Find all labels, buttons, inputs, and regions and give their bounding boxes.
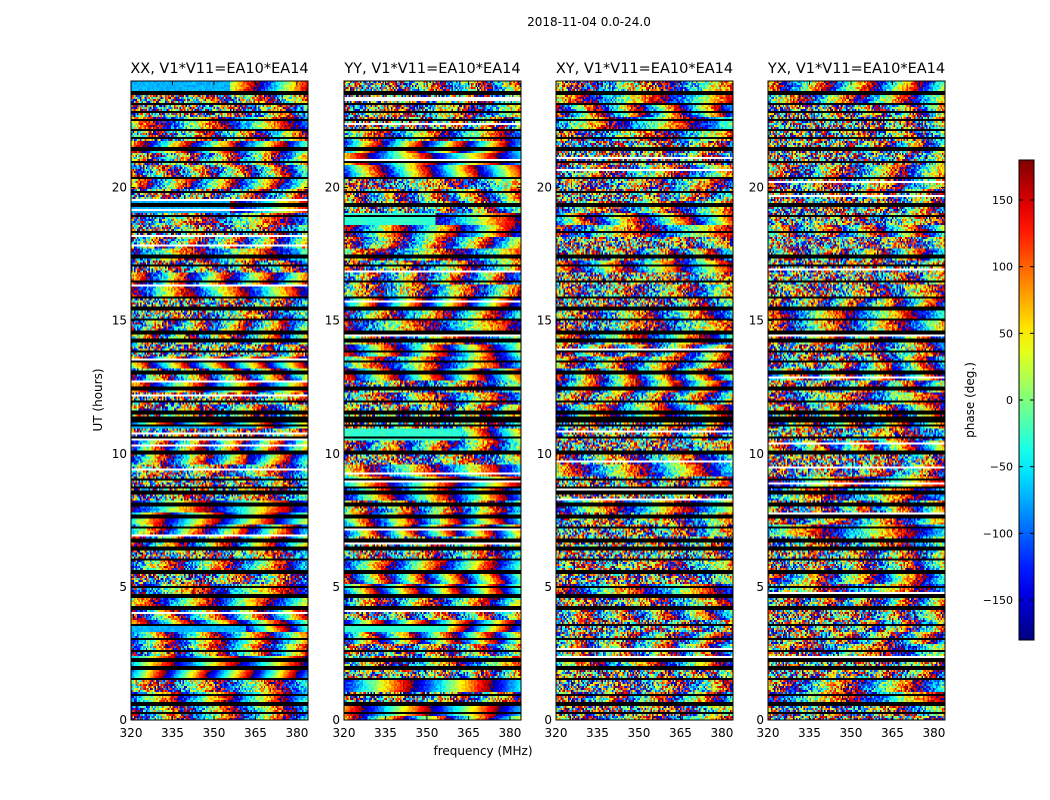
y-tick-label: 0	[332, 713, 340, 727]
colorbar-tick-label: 100	[992, 261, 1013, 274]
x-tick-label: 350	[416, 726, 439, 740]
y-tick-label: 20	[325, 181, 340, 195]
y-tick-label: 10	[537, 447, 552, 461]
panel-yx: YX, V1*V11=EA10*EA14 320 335 350 365 380 0 5 10 1…	[749, 61, 946, 740]
y-tick-label: 5	[119, 580, 127, 594]
panel-xy: XY, V1*V11=EA10*EA14 320 335 350 365 380 0 5 10 1…	[537, 61, 734, 740]
x-axis-label: frequency (MHz)	[433, 744, 532, 758]
y-tick-label: 5	[544, 580, 552, 594]
colorbar-tick-label: 50	[999, 327, 1013, 340]
x-tick-label: 380	[285, 726, 308, 740]
y-tick-label: 10	[112, 447, 127, 461]
x-tick-label: 380	[710, 726, 733, 740]
x-tick-label: 350	[840, 726, 863, 740]
x-tick-label: 365	[669, 726, 692, 740]
colorbar-tick-label: 0	[1006, 394, 1013, 407]
figure-suptitle: 2018-11-04 0.0-24.0	[527, 15, 651, 29]
x-tick-label: 350	[203, 726, 226, 740]
y-tick-label: 20	[537, 181, 552, 195]
x-tick-label: 350	[628, 726, 651, 740]
x-tick-label: 380	[922, 726, 945, 740]
y-tick-label: 10	[749, 447, 764, 461]
y-tick-label: 15	[325, 314, 340, 328]
panel-frame	[130, 80, 309, 721]
y-axis-label: UT (hours)	[91, 368, 105, 431]
y-tick-label: 15	[112, 314, 127, 328]
x-tick-label: 380	[498, 726, 521, 740]
colorbar-tick-label: 150	[992, 194, 1013, 207]
phase-heatmap-yy	[344, 81, 521, 720]
x-tick-label: 320	[333, 726, 356, 740]
panels-group: XX, V1*V11=EA10*EA14 320 335 350 365 380 0 5 10 1…	[112, 61, 946, 740]
phase-heatmap-yx	[768, 81, 945, 720]
panel-title: YX, V1*V11=EA10*EA14	[767, 61, 945, 77]
colorbar-tick-label: −150	[983, 594, 1013, 607]
colorbar-label: phase (deg.)	[963, 362, 977, 438]
colorbar-tick-label: −50	[990, 461, 1013, 474]
x-tick-label: 320	[757, 726, 780, 740]
panel-title: YY, V1*V11=EA10*EA14	[343, 61, 520, 77]
panel-title: XY, V1*V11=EA10*EA14	[556, 61, 733, 77]
y-tick-label: 10	[325, 447, 340, 461]
x-tick-label: 365	[244, 726, 267, 740]
x-tick-label: 365	[457, 726, 480, 740]
x-tick-label: 365	[881, 726, 904, 740]
panel-frame	[343, 80, 522, 721]
y-tick-label: 20	[112, 181, 127, 195]
y-tick-label: 0	[119, 713, 127, 727]
y-tick-label: 20	[749, 181, 764, 195]
phase-heatmap-xx	[131, 81, 308, 720]
colorbar: phase (deg.) −150 −100 −50 0 50 100 150	[963, 159, 1035, 641]
y-tick-label: 15	[537, 314, 552, 328]
colorbar-tick-label: −100	[983, 527, 1013, 540]
x-tick-label: 320	[120, 726, 143, 740]
y-tick-label: 15	[749, 314, 764, 328]
x-tick-label: 335	[798, 726, 821, 740]
panel-yy: YY, V1*V11=EA10*EA14 320 335 350 365 380 0 5 10 1…	[325, 61, 522, 740]
y-tick-label: 0	[756, 713, 764, 727]
y-tick-label: 5	[756, 580, 764, 594]
panel-frame	[767, 80, 946, 721]
phase-heatmap-xy	[556, 81, 733, 720]
x-tick-label: 320	[545, 726, 568, 740]
panel-xx: XX, V1*V11=EA10*EA14 320 335 350 365 380 0 5 10 1…	[112, 61, 309, 740]
x-tick-label: 335	[161, 726, 184, 740]
panel-frame	[555, 80, 734, 721]
y-tick-label: 0	[544, 713, 552, 727]
x-tick-label: 335	[374, 726, 397, 740]
y-tick-label: 5	[332, 580, 340, 594]
panel-title: XX, V1*V11=EA10*EA14	[130, 61, 308, 77]
x-tick-label: 335	[586, 726, 609, 740]
